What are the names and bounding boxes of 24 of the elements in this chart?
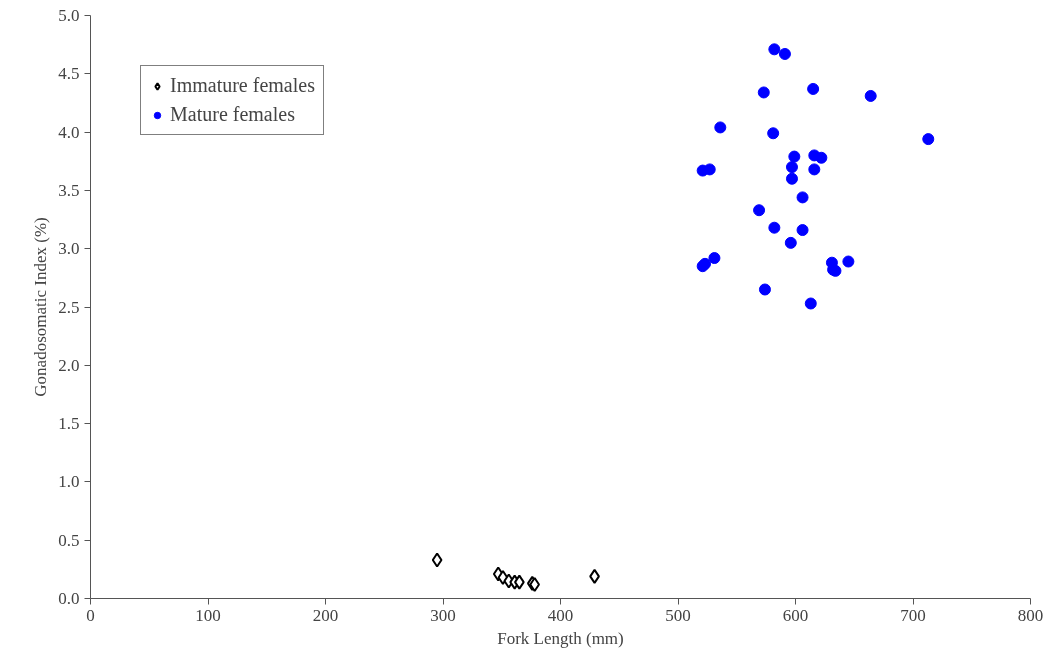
y-tick-label: 0.5 bbox=[58, 530, 80, 550]
y-tick-label: 3.5 bbox=[58, 180, 80, 200]
x-tick-label: 300 bbox=[430, 605, 456, 625]
y-tick-label: 2.0 bbox=[58, 355, 80, 375]
x-tick-label: 800 bbox=[1017, 605, 1044, 625]
x-tick-label: 400 bbox=[547, 605, 574, 625]
y-tick-label: 3.0 bbox=[58, 239, 80, 259]
y-tick-label: 2.5 bbox=[58, 297, 80, 317]
y-tick-label: 5.0 bbox=[58, 6, 80, 25]
y-tick-label: 4.0 bbox=[58, 122, 80, 142]
legend-label: Immature females bbox=[170, 74, 315, 97]
x-axis-title: Fork Length (mm) bbox=[497, 628, 624, 648]
x-tick-label: 200 bbox=[312, 605, 339, 625]
x-tick-label: 500 bbox=[665, 605, 691, 625]
x-tick-label: 100 bbox=[195, 605, 221, 625]
y-tick-label: 1.0 bbox=[58, 472, 80, 492]
y-tick-label: 4.5 bbox=[58, 64, 80, 84]
x-tick-label: 600 bbox=[782, 605, 809, 625]
y-axis-title: Gonadosomatic Index (%) bbox=[31, 217, 51, 397]
x-tick-label: 0 bbox=[86, 605, 95, 625]
y-tick-label: 0.0 bbox=[58, 589, 80, 608]
y-tick-label: 1.5 bbox=[58, 414, 80, 434]
legend-label: Mature females bbox=[170, 103, 295, 126]
x-tick-label: 700 bbox=[900, 605, 926, 625]
